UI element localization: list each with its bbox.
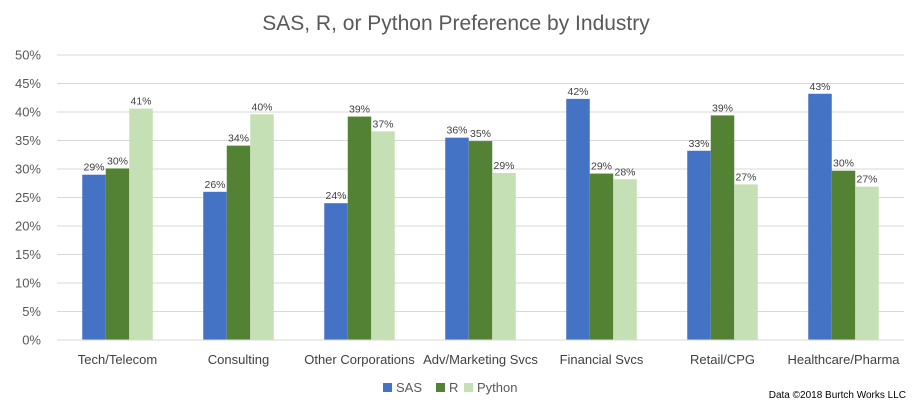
bar-r (710, 115, 735, 340)
y-tick-label: 15% (15, 247, 41, 262)
data-label: 33% (688, 138, 709, 150)
y-tick-label: 30% (15, 162, 41, 177)
y-tick-label: 40% (15, 105, 41, 120)
bar-python (250, 114, 274, 340)
data-label: 35% (470, 128, 491, 140)
data-label: 43% (809, 81, 830, 93)
bar-r (589, 173, 614, 340)
data-label: 26% (204, 179, 225, 191)
y-tick-label: 0% (22, 333, 41, 348)
bar-sas (82, 174, 106, 340)
bar-sas (808, 93, 832, 340)
chart-title: SAS, R, or Python Preference by Industry (262, 12, 650, 35)
bar-python (492, 172, 516, 340)
legend-swatch-sas (383, 383, 392, 392)
legend-label-r: R (449, 380, 458, 395)
y-tick-label: 5% (22, 304, 41, 319)
bar-python (129, 108, 153, 340)
data-label: 28% (614, 166, 635, 178)
bar-r (105, 168, 130, 340)
legend-label-python: Python (477, 380, 517, 395)
data-label: 27% (856, 174, 877, 186)
x-tick-label: Tech/Telecom (78, 352, 157, 367)
y-tick-label: 50% (15, 48, 41, 63)
data-label: 39% (349, 104, 370, 116)
bars (82, 93, 879, 340)
x-tick-label: Adv/Marketing Svcs (423, 352, 538, 367)
bar-python (734, 184, 758, 340)
y-axis: 0% 5% 10% 15% 20% 25% 30% 35% 40% 45% 50% (15, 48, 41, 348)
legend-label-sas: SAS (396, 380, 422, 395)
x-tick-label: Other Corporations (304, 352, 415, 367)
x-tick-label: Retail/CPG (690, 352, 755, 367)
data-label: 34% (228, 133, 249, 145)
data-label: 24% (325, 190, 346, 202)
y-tick-label: 10% (15, 276, 41, 291)
bar-r (347, 116, 372, 340)
y-tick-label: 20% (15, 219, 41, 234)
data-label: 39% (712, 102, 733, 114)
data-label: 30% (833, 158, 854, 170)
source-note: Data ©2018 Burtch Works LLC (769, 390, 906, 401)
data-label: 30% (107, 155, 128, 167)
bar-python (855, 186, 879, 340)
data-label: 29% (591, 161, 612, 173)
bar-sas (687, 150, 711, 340)
bar-sas (203, 191, 227, 340)
bar-sas (445, 137, 469, 340)
data-label: 40% (251, 101, 272, 113)
data-label: 29% (83, 162, 104, 174)
data-labels: 29%30%41%26%34%40%24%39%37%36% 35%29%42%2… (83, 81, 877, 202)
bar-r (226, 145, 251, 340)
bar-sas (324, 203, 348, 340)
data-label: 42% (567, 86, 588, 98)
data-label: 41% (130, 96, 151, 108)
y-tick-label: 45% (15, 76, 41, 91)
legend-swatch-r (436, 383, 445, 392)
data-label: 27% (735, 171, 756, 183)
x-tick-label: Consulting (208, 352, 269, 367)
legend-swatch-python (464, 383, 473, 392)
bar-r (831, 170, 856, 340)
bar-python (371, 131, 395, 340)
x-tick-label: Financial Svcs (560, 352, 644, 367)
bar-python (613, 179, 637, 340)
legend: SAS R Python (383, 380, 517, 395)
bar-r (468, 141, 493, 340)
data-label: 36% (446, 125, 467, 137)
x-axis: Tech/Telecom Consulting Other Corporations… (57, 339, 904, 367)
x-tick-label: Healthcare/Pharma (788, 352, 901, 367)
data-label: 37% (372, 118, 393, 130)
y-tick-label: 35% (15, 133, 41, 148)
y-tick-label: 25% (15, 190, 41, 205)
data-label: 29% (493, 160, 514, 172)
bar-sas (566, 98, 590, 340)
